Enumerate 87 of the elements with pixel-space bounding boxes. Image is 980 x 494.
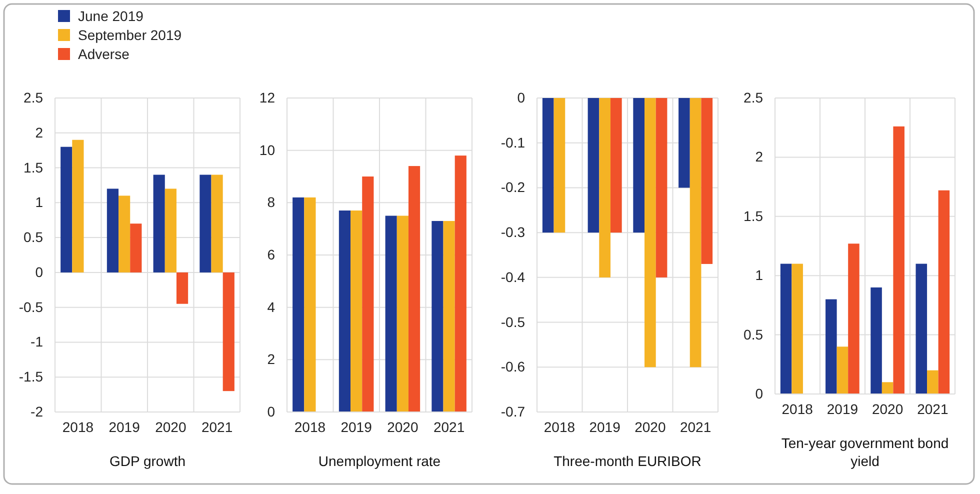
legend-label: September 2019 (78, 27, 182, 43)
bar (304, 197, 316, 412)
y-tick-label: -1.5 (18, 368, 44, 385)
y-tick-label: -0.5 (18, 298, 44, 315)
x-axis-title: Unemployment rate (318, 453, 441, 469)
x-axis-title: Three-month EURIBOR (554, 453, 702, 469)
y-tick-label: -2 (30, 403, 44, 420)
y-tick-label: -0.2 (500, 179, 526, 196)
x-tick-label: 2021 (201, 418, 233, 435)
x-tick-label: 2019 (108, 418, 140, 435)
legend-label: June 2019 (78, 8, 144, 24)
x-tick-label: 2020 (387, 418, 418, 435)
y-tick-label: 0.5 (24, 229, 44, 246)
x-tick-label: 2018 (782, 400, 814, 417)
y-tick-label: 1 (35, 194, 44, 210)
y-tick-label: 2 (35, 124, 44, 140)
y-tick-label: 0 (35, 264, 44, 280)
bar (350, 210, 362, 412)
bar (848, 244, 860, 394)
x-tick-label: 2019 (589, 418, 621, 435)
y-tick-label: -0.6 (500, 358, 526, 375)
bar (780, 264, 792, 394)
bar (164, 188, 176, 272)
x-tick-label: 2018 (62, 418, 94, 435)
y-tick-label: 4 (267, 298, 276, 315)
x-tick-label: 2018 (294, 418, 326, 435)
x-tick-label: 2020 (872, 400, 904, 417)
y-tick-label: 2 (267, 351, 276, 368)
x-tick-label: 2019 (340, 418, 372, 435)
bar (118, 196, 130, 272)
bar (882, 382, 894, 394)
bar (938, 190, 950, 394)
y-tick-label: 1 (755, 267, 764, 284)
bar (200, 174, 212, 272)
x-tick-label: 2021 (680, 418, 712, 435)
bar (222, 272, 234, 392)
y-tick-label: 0.5 (744, 326, 764, 342)
bar (362, 176, 374, 412)
y-tick-label: -0.5 (500, 314, 526, 330)
x-tick-label: 2021 (433, 418, 465, 435)
x-tick-label: 2021 (917, 400, 948, 417)
x-tick-label: 2018 (544, 418, 576, 435)
y-tick-label: 12 (259, 89, 276, 106)
y-tick-label: 1.5 (744, 208, 764, 224)
bar (60, 146, 72, 272)
y-tick-label: 0 (755, 385, 764, 402)
bar (432, 220, 444, 412)
bar (338, 210, 351, 412)
bar (176, 272, 188, 304)
y-tick-label: 6 (267, 246, 276, 262)
y-tick-label: 8 (267, 194, 276, 210)
y-tick-label: -0.4 (500, 268, 526, 285)
x-tick-label: 2020 (634, 418, 666, 435)
bar (211, 174, 223, 272)
bar (396, 216, 408, 412)
y-tick-label: 2.5 (744, 89, 764, 106)
bar (153, 174, 165, 272)
y-tick-label: 0 (517, 89, 526, 106)
bar (130, 224, 142, 272)
x-tick-label: 2020 (155, 418, 186, 435)
bar (826, 299, 837, 394)
bar (443, 220, 455, 412)
y-tick-label: 1.5 (24, 159, 44, 176)
y-tick-label: 2 (755, 148, 764, 165)
x-axis-title: GDP growth (110, 453, 186, 469)
bar (292, 197, 304, 412)
bar (792, 264, 803, 394)
bar (106, 188, 119, 272)
bar (893, 126, 904, 394)
bar (927, 370, 938, 394)
y-tick-label: 10 (259, 142, 276, 158)
bar (385, 216, 397, 412)
legend-label: Adverse (78, 46, 130, 62)
bar (836, 346, 848, 394)
y-tick-label: -0.7 (500, 403, 526, 420)
y-tick-label: -0.1 (500, 134, 526, 150)
y-tick-label: -1 (30, 334, 44, 350)
x-axis-title: Ten-year government bond yield (781, 435, 949, 469)
y-tick-label: -0.3 (500, 224, 526, 240)
bar (454, 156, 466, 412)
bar (870, 287, 882, 394)
y-tick-label: 2.5 (24, 89, 44, 106)
y-tick-label: 0 (267, 403, 276, 420)
bar (408, 166, 420, 412)
x-tick-label: 2019 (826, 400, 858, 417)
bar (72, 140, 84, 272)
bar (916, 264, 928, 394)
